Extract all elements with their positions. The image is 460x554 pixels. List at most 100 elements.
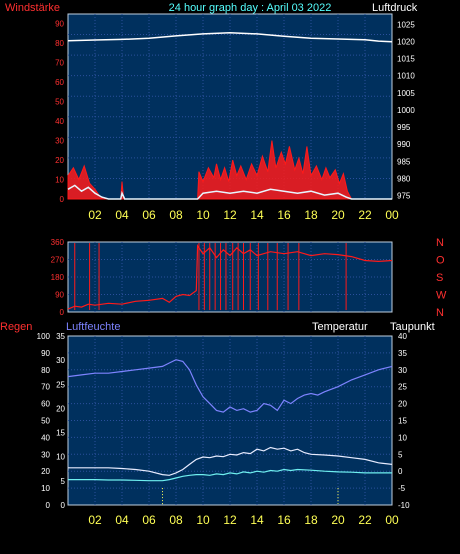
humidity-tick-label: 15 (56, 429, 65, 438)
humidity-tick-label: 25 (56, 380, 65, 389)
compass-tick-label: N (436, 237, 444, 249)
hour-tick-label: 12 (223, 208, 237, 222)
pressure-series (67, 32, 393, 43)
wind-axis-title: Windstärke (5, 2, 60, 14)
pressure-tick-label: 980 (397, 174, 411, 183)
pressure-tick-label: 1010 (397, 72, 415, 81)
humidity-tick-label: 10 (56, 453, 65, 462)
humidity-axis-title: Luftfeuchte (66, 321, 120, 333)
wind-tick-label: 60 (55, 78, 64, 87)
wind-tick-label: 20 (55, 156, 64, 165)
direction-tick-label: 90 (55, 291, 64, 300)
temperature-tick-label: 0 (398, 467, 403, 476)
rain-tick-label: 100 (37, 332, 51, 341)
hour-tick-label: 10 (196, 208, 210, 222)
hour-tick-label: 22 (358, 208, 372, 222)
hour-tick-label: 04 (115, 208, 129, 222)
hour-tick-label: 20 (331, 208, 345, 222)
hour-tick-label: 16 (277, 513, 291, 527)
hour-tick-label: 14 (250, 208, 264, 222)
humidity-tick-label: 0 (61, 501, 66, 510)
pressure-tick-label: 985 (397, 157, 411, 166)
wind-tick-label: 50 (55, 98, 64, 107)
direction-tick-label: 180 (51, 273, 65, 282)
hour-tick-label: 08 (169, 513, 183, 527)
rain-tick-label: 30 (41, 450, 50, 459)
rain-tick-label: 40 (41, 433, 50, 442)
direction-tick-label: 360 (51, 238, 65, 247)
data-series (67, 32, 393, 505)
temperature-tick-label: -5 (398, 484, 406, 493)
rain-tick-label: 10 (41, 484, 50, 493)
dewpoint-series (68, 468, 392, 482)
temperature-tick-label: -10 (398, 501, 410, 510)
pressure-axis-title: Luftdruck (372, 2, 418, 14)
direction-tick-label: 0 (60, 308, 65, 317)
hour-tick-label: 02 (88, 513, 102, 527)
rain-tick-label: 50 (41, 417, 50, 426)
temperature-tick-label: 30 (398, 366, 407, 375)
pressure-tick-label: 1025 (397, 20, 415, 29)
temperature-tick-label: 15 (398, 417, 407, 426)
rain-axis-title: Regen (0, 321, 32, 333)
temperature-series (68, 446, 393, 476)
rain-tick-label: 80 (41, 366, 50, 375)
pressure-tick-label: 1020 (397, 37, 415, 46)
compass-tick-label: N (436, 307, 444, 319)
hour-tick-label: 08 (169, 208, 183, 222)
wind-tick-label: 0 (60, 195, 65, 204)
wind-gust-series (67, 140, 392, 200)
temperature-tick-label: 25 (398, 383, 407, 392)
hour-tick-label: 20 (331, 513, 345, 527)
hour-tick-label: 06 (142, 208, 156, 222)
wind-tick-label: 80 (55, 39, 64, 48)
rain-tick-label: 60 (41, 400, 50, 409)
humidity-tick-label: 30 (56, 356, 65, 365)
temperature-axis-title: Temperatur (312, 321, 368, 333)
axis-ticks: 0102030405060708090975980985990995100010… (37, 20, 447, 527)
direction-tick-label: 270 (51, 256, 65, 265)
hour-tick-label: 00 (385, 513, 399, 527)
wind-speed-series (67, 184, 392, 200)
compass-tick-label: S (436, 272, 443, 284)
rain-tick-label: 0 (46, 501, 51, 510)
humidity-series (67, 359, 393, 413)
wind-tick-label: 30 (55, 137, 64, 146)
pressure-tick-label: 1005 (397, 89, 415, 98)
wind-tick-label: 10 (55, 176, 64, 185)
hour-tick-label: 00 (385, 208, 399, 222)
wind-tick-label: 70 (55, 59, 64, 68)
hour-tick-label: 16 (277, 208, 291, 222)
temperature-tick-label: 35 (398, 349, 407, 358)
temperature-tick-label: 10 (398, 433, 407, 442)
humidity-tick-label: 20 (56, 404, 65, 413)
pressure-tick-label: 1000 (397, 106, 415, 115)
temperature-tick-label: 5 (398, 450, 403, 459)
compass-tick-label: W (436, 290, 447, 302)
grid-lines (68, 14, 392, 505)
wind-tick-label: 40 (55, 117, 64, 126)
direction-series (67, 244, 393, 310)
hour-tick-label: 12 (223, 513, 237, 527)
pressure-tick-label: 995 (397, 123, 411, 132)
hour-tick-label: 04 (115, 513, 129, 527)
hour-tick-label: 18 (304, 513, 318, 527)
humidity-tick-label: 35 (56, 332, 65, 341)
pressure-tick-label: 1015 (397, 55, 415, 64)
rain-tick-label: 70 (41, 383, 50, 392)
compass-tick-label: O (436, 255, 445, 267)
hour-tick-label: 18 (304, 208, 318, 222)
hour-tick-label: 14 (250, 513, 264, 527)
hour-tick-label: 22 (358, 513, 372, 527)
chart-title: 24 hour graph day : April 03 2022 (169, 2, 332, 14)
hour-tick-label: 02 (88, 208, 102, 222)
dewpoint-axis-title: Taupunkt (390, 321, 435, 333)
temperature-tick-label: 20 (398, 400, 407, 409)
rain-tick-label: 90 (41, 349, 50, 358)
humidity-tick-label: 5 (61, 477, 66, 486)
wind-tick-label: 90 (55, 20, 64, 29)
rain-tick-label: 20 (41, 467, 50, 476)
pressure-tick-label: 990 (397, 140, 411, 149)
temperature-tick-label: 40 (398, 332, 407, 341)
